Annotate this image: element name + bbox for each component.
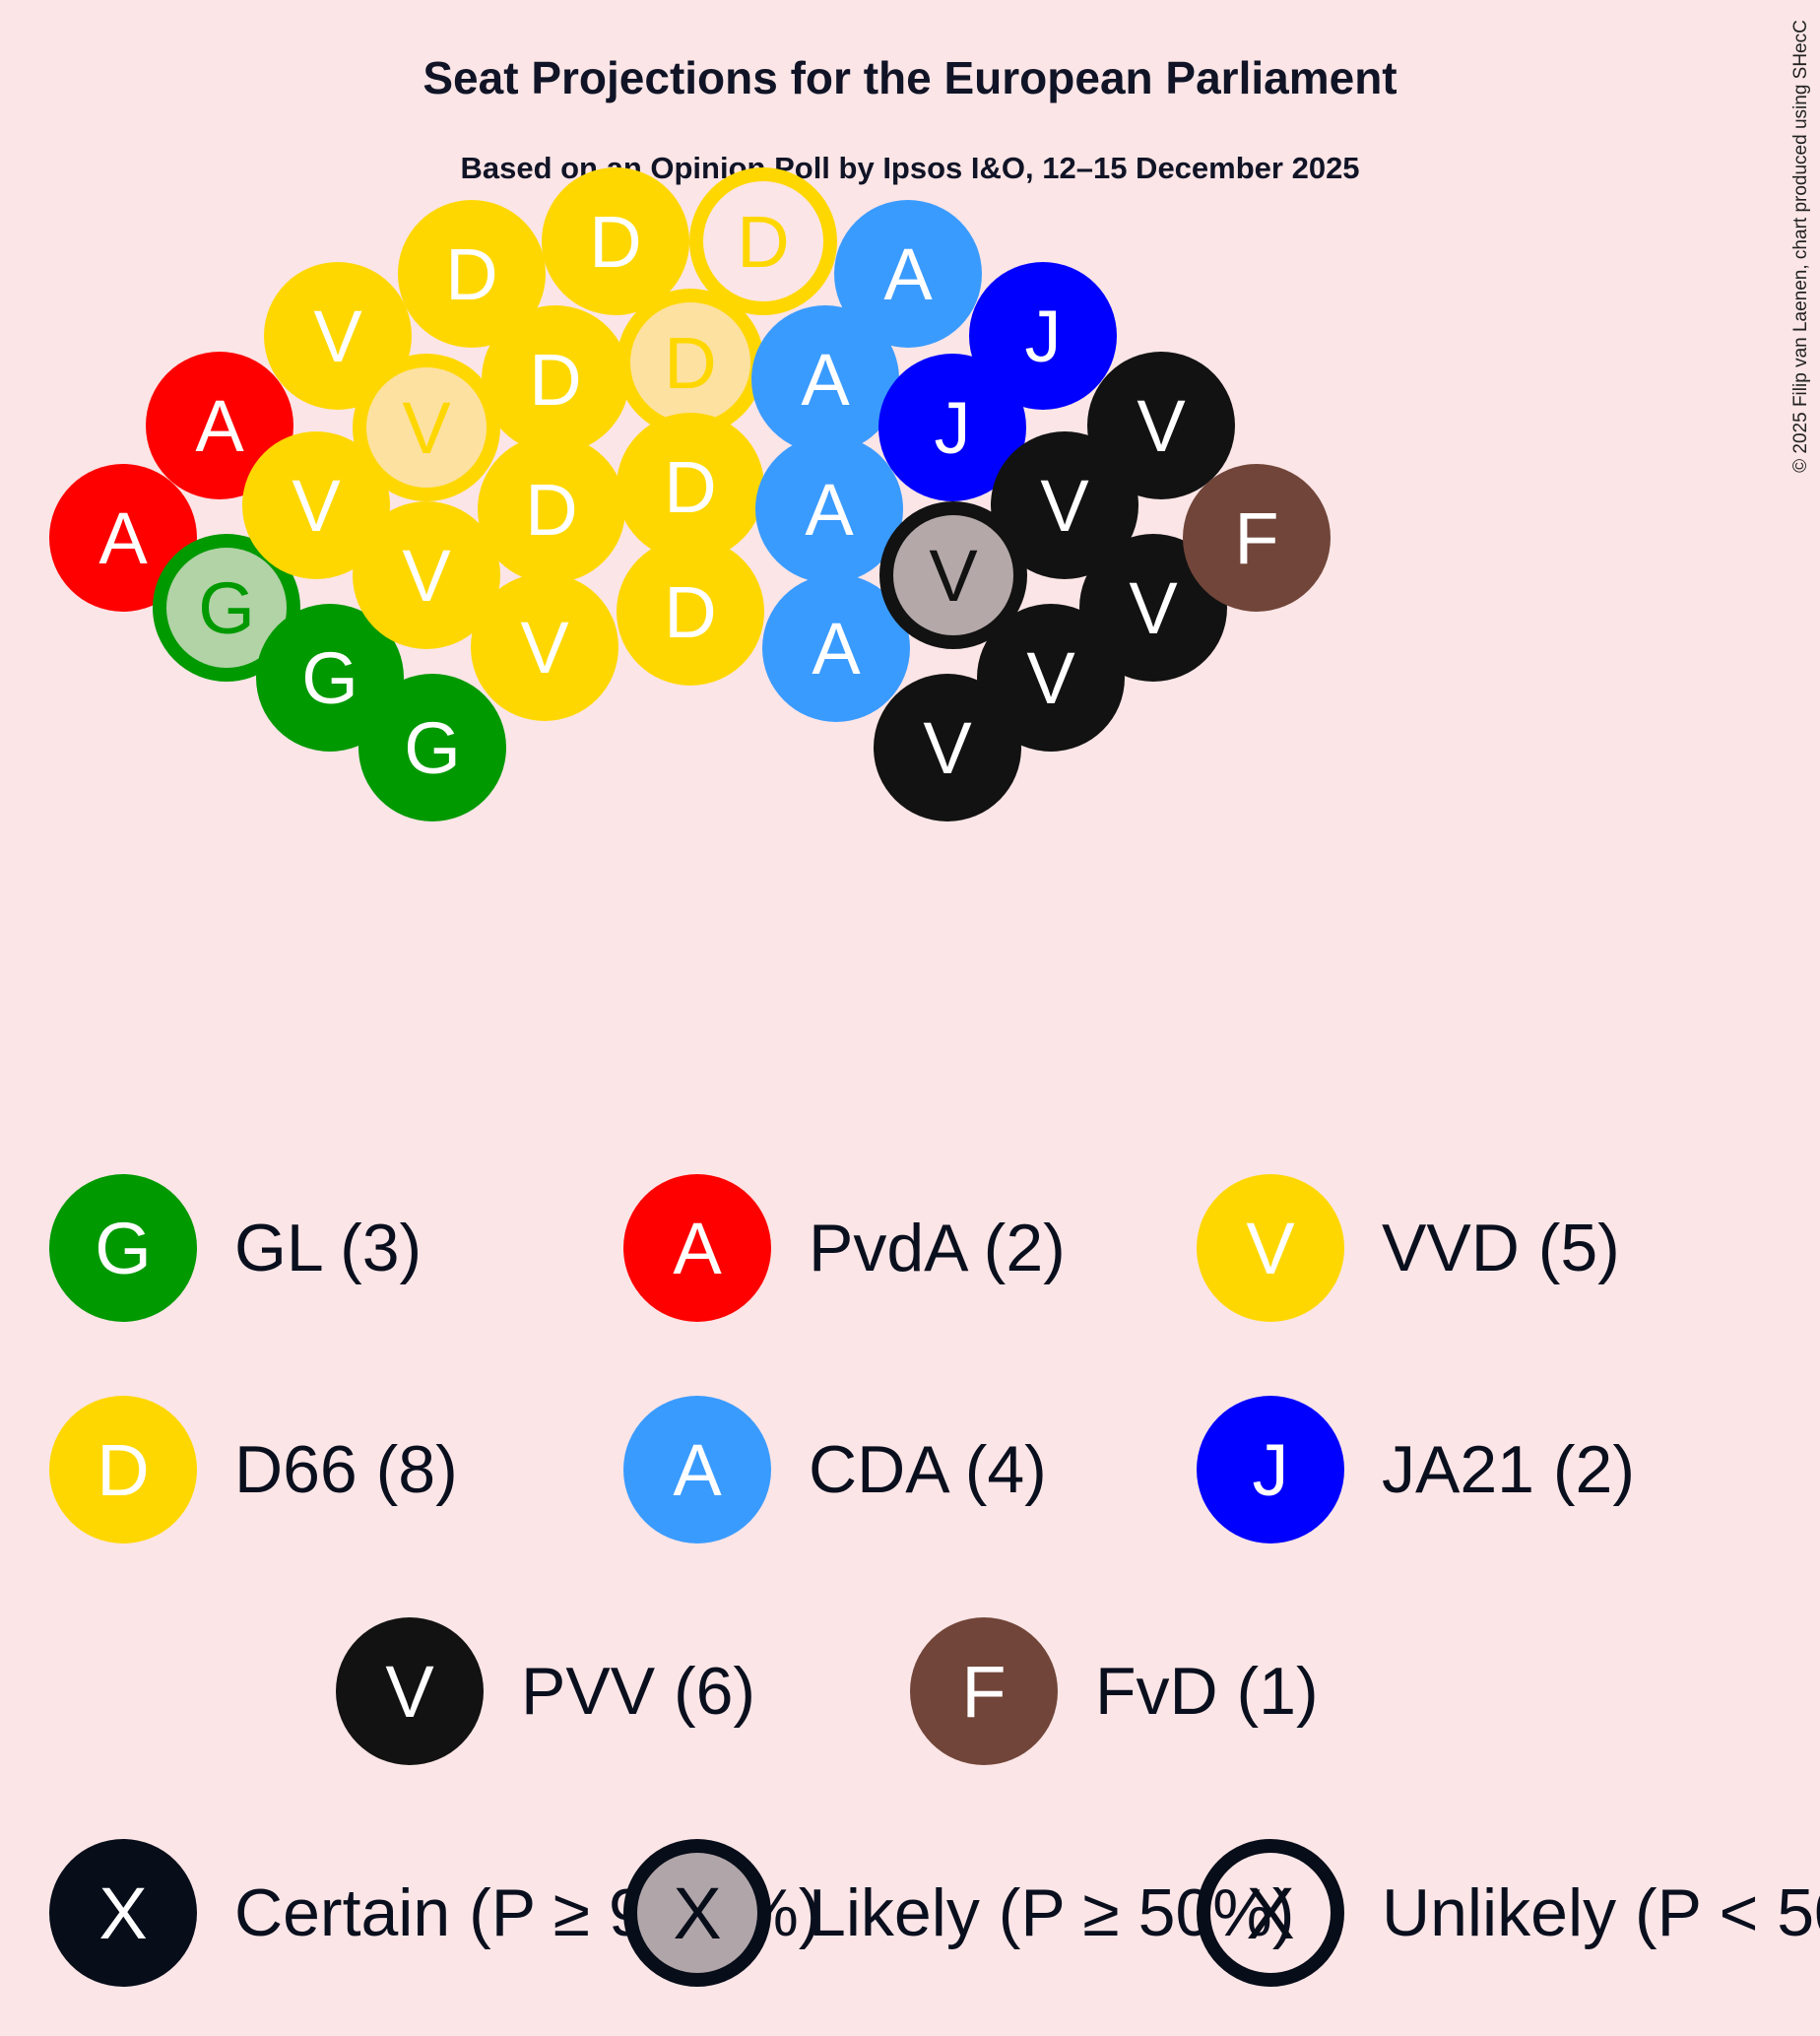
seat-d66-certain: D — [542, 167, 689, 315]
legend-swatch-icon: A — [623, 1174, 771, 1322]
legend-swatch-icon: F — [910, 1617, 1058, 1765]
legend-label: FvD (1) — [1095, 1654, 1319, 1729]
copyright-text: © 2025 Filip van Laenen, chart produced … — [1790, 20, 1811, 473]
legend-item-fvd: F FvD (1) — [910, 1617, 1319, 1765]
seat-cda-certain: A — [755, 435, 903, 583]
legend-item-unlikely: X Unlikely (P < 50%) — [1197, 1839, 1820, 1987]
legend-label: Unlikely (P < 50%) — [1382, 1875, 1820, 1950]
legend-item-likely: X Likely (P ≥ 50%) — [623, 1839, 1294, 1987]
legend-item-gl: G GL (3) — [49, 1174, 422, 1322]
legend-label: GL (3) — [234, 1211, 422, 1285]
legend-item-vvd: V VVD (5) — [1197, 1174, 1620, 1322]
seat-d66-certain: D — [482, 305, 629, 453]
legend-swatch-icon: A — [623, 1396, 771, 1543]
legend-swatch-icon: X — [49, 1839, 197, 1987]
legend-swatch-icon: V — [336, 1617, 484, 1765]
seat-d66-certain: D — [617, 413, 764, 560]
seat-ja21-certain: J — [878, 354, 1026, 501]
legend-label: PVV (6) — [521, 1654, 756, 1729]
legend-label: JA21 (2) — [1382, 1432, 1635, 1507]
seat-gl-certain: G — [358, 674, 506, 821]
legend-item-pvv: V PVV (6) — [336, 1617, 755, 1765]
seat-d66-certain: D — [478, 435, 625, 583]
seat-pvv-certain: V — [874, 674, 1021, 821]
seat-d66-certain: D — [398, 200, 546, 348]
legend-item-d66: D D66 (8) — [49, 1396, 458, 1543]
seat-vvd-certain: V — [471, 573, 618, 721]
seat-pvda-certain: A — [49, 464, 197, 612]
chart-title: Seat Projections for the European Parlia… — [422, 52, 1398, 103]
legend-swatch-icon: J — [1197, 1396, 1344, 1543]
legend-swatch-icon: D — [49, 1396, 197, 1543]
seat-cda-certain: A — [762, 574, 910, 722]
seat-cda-certain: A — [834, 200, 982, 348]
seat-vvd-likely: V — [353, 354, 500, 501]
legend-swatch-icon: V — [1197, 1174, 1344, 1322]
seat-cda-certain: A — [751, 305, 899, 453]
seat-fvd-certain: F — [1183, 464, 1331, 612]
legend-item-ja21: J JA21 (2) — [1197, 1396, 1635, 1543]
legend-label: D66 (8) — [234, 1432, 458, 1507]
seat-d66-certain: D — [617, 538, 764, 686]
legend-label: PvdA (2) — [809, 1211, 1066, 1285]
legend-swatch-icon: X — [1197, 1839, 1344, 1987]
chart-subtitle: Based on an Opinion Poll by Ipsos I&O, 1… — [460, 151, 1360, 185]
legend-label: CDA (4) — [809, 1432, 1047, 1507]
legend-swatch-icon: G — [49, 1174, 197, 1322]
legend-item-pvda: A PvdA (2) — [623, 1174, 1066, 1322]
legend-swatch-icon: X — [623, 1839, 771, 1987]
legend-item-cda: A CDA (4) — [623, 1396, 1047, 1543]
seat-d66-unlikely: D — [689, 167, 837, 315]
seat-pvv-certain: V — [1087, 352, 1235, 499]
legend-label: VVD (5) — [1382, 1211, 1620, 1285]
